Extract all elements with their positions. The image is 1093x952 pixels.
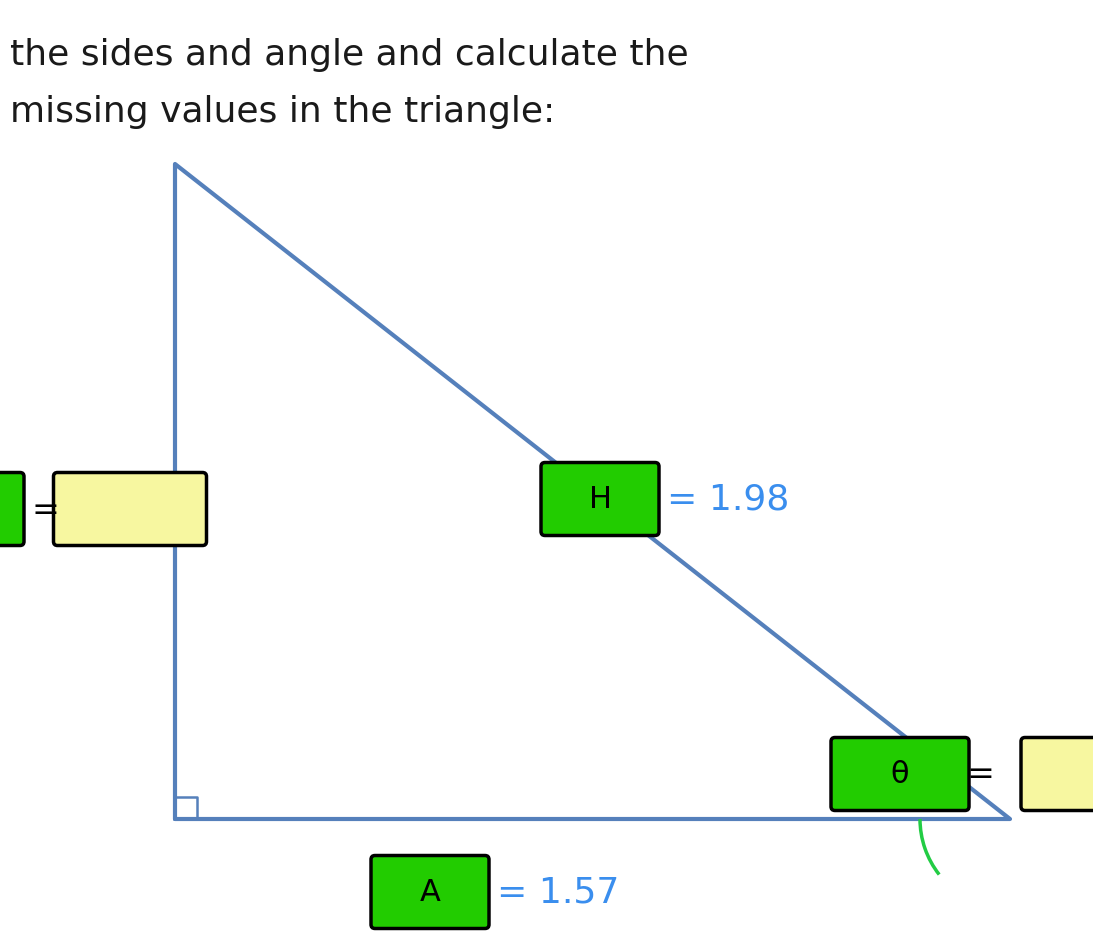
Text: missing values in the triangle:: missing values in the triangle: bbox=[10, 95, 555, 129]
FancyBboxPatch shape bbox=[371, 856, 489, 928]
FancyBboxPatch shape bbox=[54, 473, 207, 545]
Text: A: A bbox=[420, 878, 440, 906]
FancyBboxPatch shape bbox=[0, 473, 24, 545]
Text: H: H bbox=[588, 485, 611, 514]
Text: the sides and angle and calculate the: the sides and angle and calculate the bbox=[10, 38, 689, 72]
Text: =: = bbox=[966, 758, 994, 791]
FancyBboxPatch shape bbox=[1021, 738, 1093, 811]
Text: =: = bbox=[31, 493, 59, 526]
Text: = 1.98: = 1.98 bbox=[667, 483, 789, 516]
FancyBboxPatch shape bbox=[831, 738, 969, 811]
Text: = 1.57: = 1.57 bbox=[497, 875, 620, 909]
FancyBboxPatch shape bbox=[541, 463, 659, 536]
Text: θ: θ bbox=[891, 760, 909, 788]
